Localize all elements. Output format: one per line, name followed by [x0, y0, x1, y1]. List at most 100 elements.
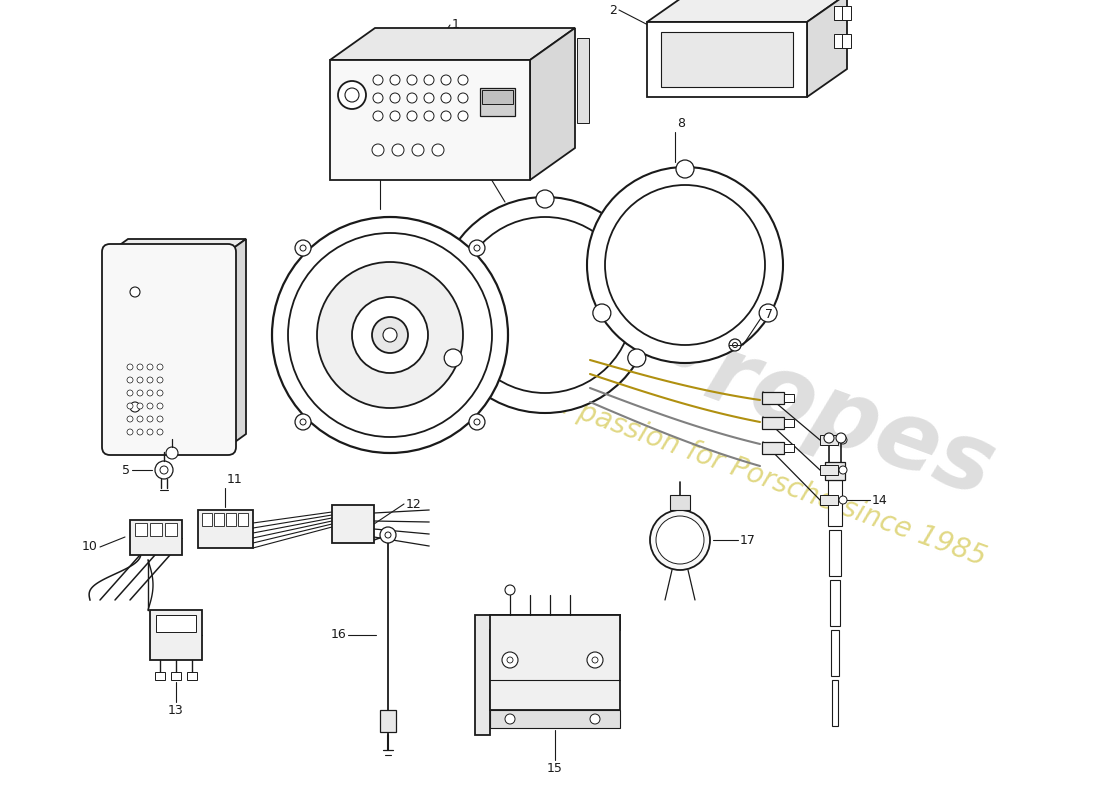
Circle shape	[300, 245, 306, 251]
Bar	[490, 710, 620, 728]
Bar	[820, 495, 838, 505]
Circle shape	[407, 75, 417, 85]
Circle shape	[126, 416, 133, 422]
Circle shape	[155, 461, 173, 479]
Circle shape	[424, 93, 434, 103]
Bar	[820, 465, 838, 475]
Circle shape	[288, 233, 492, 437]
Circle shape	[605, 185, 764, 345]
Circle shape	[147, 377, 153, 383]
Bar	[820, 435, 838, 445]
Circle shape	[126, 429, 133, 435]
Bar	[332, 505, 374, 543]
Circle shape	[424, 111, 434, 121]
Circle shape	[138, 416, 143, 422]
Circle shape	[166, 447, 178, 459]
Circle shape	[650, 510, 710, 570]
Circle shape	[126, 390, 133, 396]
Circle shape	[407, 111, 417, 121]
Bar	[762, 417, 784, 429]
Bar	[825, 462, 845, 480]
Circle shape	[502, 652, 518, 668]
FancyBboxPatch shape	[102, 244, 236, 455]
Circle shape	[160, 466, 168, 474]
Bar	[135, 523, 147, 536]
Polygon shape	[110, 239, 246, 252]
Bar	[829, 530, 842, 576]
Circle shape	[839, 436, 847, 444]
Text: 17: 17	[740, 534, 756, 546]
Text: 14: 14	[872, 494, 888, 506]
Circle shape	[373, 75, 383, 85]
Circle shape	[390, 111, 400, 121]
Circle shape	[441, 75, 451, 85]
Circle shape	[295, 414, 311, 430]
Circle shape	[458, 75, 468, 85]
Bar	[578, 38, 588, 123]
Text: 8: 8	[676, 117, 685, 130]
Text: eu•ropes: eu•ropes	[514, 262, 1006, 518]
Bar	[842, 6, 851, 20]
Polygon shape	[647, 0, 847, 22]
Circle shape	[338, 81, 366, 109]
Bar	[828, 480, 842, 526]
Circle shape	[536, 190, 554, 208]
Circle shape	[444, 349, 462, 367]
Circle shape	[130, 402, 140, 412]
Bar	[130, 520, 182, 555]
Bar	[834, 6, 843, 20]
Bar	[150, 610, 202, 660]
Circle shape	[126, 377, 133, 383]
Text: 13: 13	[168, 704, 184, 717]
Circle shape	[839, 496, 847, 504]
Circle shape	[507, 657, 513, 663]
Circle shape	[824, 433, 834, 443]
Bar	[647, 22, 807, 97]
Circle shape	[147, 403, 153, 409]
Circle shape	[628, 349, 646, 367]
Circle shape	[138, 390, 143, 396]
Circle shape	[590, 714, 600, 724]
Circle shape	[729, 339, 741, 351]
Text: 9: 9	[475, 154, 483, 167]
Circle shape	[392, 144, 404, 156]
Circle shape	[441, 93, 451, 103]
Circle shape	[587, 652, 603, 668]
Bar	[198, 510, 253, 548]
Bar	[834, 34, 843, 48]
Circle shape	[126, 364, 133, 370]
Bar	[330, 60, 530, 180]
Circle shape	[469, 414, 485, 430]
Circle shape	[130, 287, 140, 297]
Circle shape	[157, 403, 163, 409]
Bar	[202, 513, 212, 526]
Bar	[832, 680, 838, 726]
Circle shape	[437, 197, 653, 413]
Circle shape	[157, 429, 163, 435]
Circle shape	[469, 240, 485, 256]
Circle shape	[836, 433, 846, 443]
Circle shape	[424, 75, 434, 85]
Text: 15: 15	[547, 762, 563, 775]
Bar	[170, 672, 182, 680]
Circle shape	[390, 75, 400, 85]
Circle shape	[126, 403, 133, 409]
Text: 1: 1	[452, 18, 460, 31]
Text: 6: 6	[199, 442, 207, 454]
Bar	[762, 442, 784, 454]
Bar	[830, 580, 840, 626]
Bar	[165, 523, 177, 536]
Polygon shape	[475, 615, 620, 735]
Bar	[226, 513, 236, 526]
Bar	[379, 710, 396, 732]
Text: 7: 7	[764, 309, 773, 322]
Text: 11: 11	[227, 473, 243, 486]
Circle shape	[138, 429, 143, 435]
Circle shape	[352, 297, 428, 373]
Bar	[842, 34, 851, 48]
Bar	[155, 672, 165, 680]
Text: 2: 2	[609, 3, 617, 17]
Circle shape	[272, 217, 508, 453]
Bar	[214, 513, 224, 526]
Text: 5: 5	[122, 463, 130, 477]
